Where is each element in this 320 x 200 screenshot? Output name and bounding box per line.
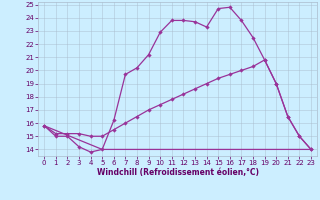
X-axis label: Windchill (Refroidissement éolien,°C): Windchill (Refroidissement éolien,°C)	[97, 168, 259, 177]
